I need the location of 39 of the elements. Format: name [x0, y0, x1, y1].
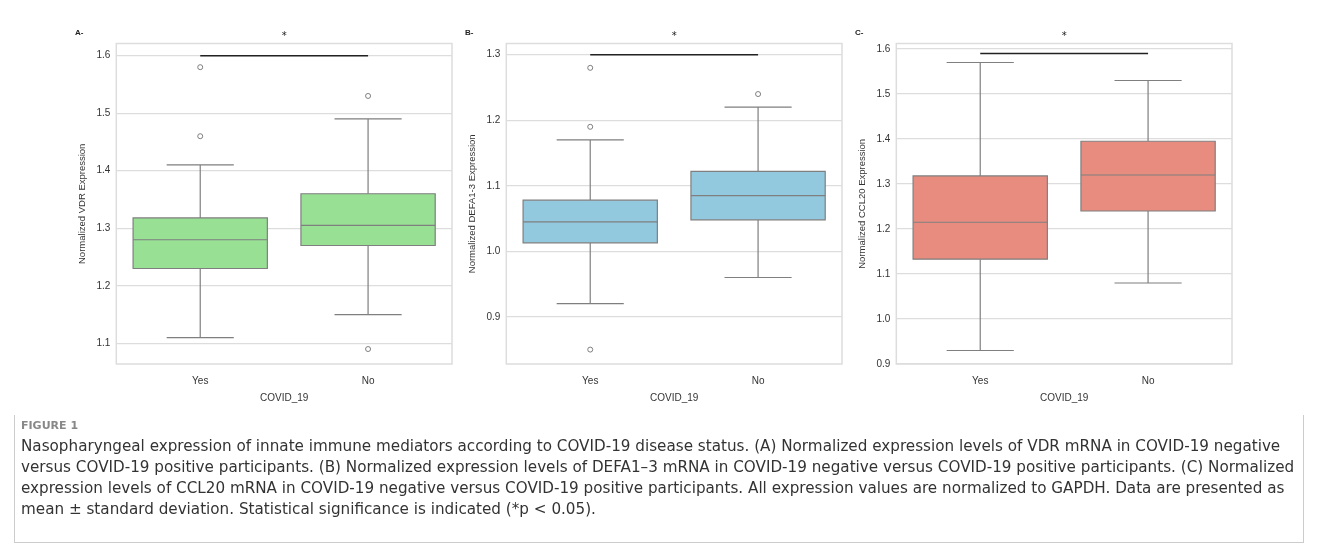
y-tick-label: 1.1 — [96, 337, 111, 349]
text: Nasopharyngeal expression of innate immune mediators according to COVID-19 disease status. (A) Normalized expression levels of VDR mRNA in COVID-19 negative versus COVID-19 positive participants. (B) Normalized expression levels of DEFA1–3 mRNA in COVID-19 negative versus COVID-19 positive participants. (C) Normalized expression levels of CCL20 mRNA in COVID-19 negative versus COVID-19 positive participants. All expression values are normalized to GAPDH. Data are presented as mean ± standard deviation. Statistical significance is indicated (*p < 0.05). — [21, 436, 1296, 520]
ref-line-label: * — [671, 30, 677, 42]
y-tick-label: 1.5 — [876, 87, 891, 99]
y-tick-label: 1.1 — [486, 179, 501, 191]
y-tick-label: 1.6 — [876, 42, 891, 54]
y-tick-label: 1.0 — [486, 245, 501, 257]
y-tick-label: 1.6 — [96, 49, 111, 61]
y-tick-label: 0.9 — [876, 357, 891, 369]
chart-title: B- — [465, 28, 474, 37]
x-tick-label: Yes — [582, 374, 599, 386]
y-axis-title: Normalized CCL20 Expression — [856, 138, 868, 269]
y-tick-label: 0.9 — [486, 310, 501, 322]
x-axis-title: COVID_19 — [1039, 391, 1089, 403]
y-tick-label: 1.3 — [486, 48, 501, 60]
ref-line-label: * — [1061, 30, 1067, 42]
y-tick-label: 1.4 — [876, 132, 891, 144]
y-axis-title: Normalized VDR Expression — [76, 143, 88, 264]
y-tick-label: 1.2 — [876, 222, 891, 234]
y-tick-label: 1.3 — [96, 222, 111, 233]
chart-title: C- — [855, 28, 864, 37]
chart-title: A- — [75, 28, 84, 37]
x-tick-label: Yes — [192, 374, 209, 386]
y-tick-label: 1.4 — [96, 164, 111, 176]
y-tick-label: 1.2 — [96, 279, 111, 291]
y-tick-label: 1.3 — [876, 177, 891, 189]
y-tick-label: 1.2 — [486, 114, 501, 126]
y-tick-label: 1.1 — [876, 267, 891, 279]
x-axis-title: COVID_19 — [649, 391, 699, 403]
x-tick-label: No — [361, 374, 375, 386]
y-tick-label: 1.0 — [876, 312, 891, 324]
x-axis-title: COVID_19 — [259, 391, 309, 403]
y-tick-label: 1.5 — [96, 106, 111, 118]
x-tick-label: Yes — [972, 374, 989, 386]
x-tick-label: No — [751, 374, 765, 386]
y-axis-title: Normalized DEFA1-3 Expression — [466, 134, 478, 274]
text: FIGURE 1 — [21, 419, 80, 432]
ref-line-label: * — [281, 30, 287, 42]
x-tick-label: No — [1141, 374, 1155, 386]
